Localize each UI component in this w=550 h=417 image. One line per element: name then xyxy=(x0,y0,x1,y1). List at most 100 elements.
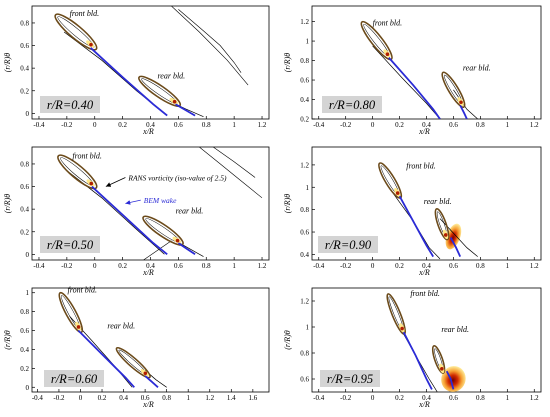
rear-blade-outline xyxy=(142,215,184,246)
trailing-edge-peak xyxy=(143,371,148,376)
front-blade-label: front bld. xyxy=(72,151,101,160)
radius-label: r/R=0.50 xyxy=(47,238,94,252)
x-tick-label: 0.4 xyxy=(422,121,431,129)
bem-wake-line xyxy=(89,47,168,117)
y-axis-label: (r/R)θ xyxy=(3,53,12,73)
front-blade-label: front bld. xyxy=(410,289,439,298)
y-tick-label: 0.6 xyxy=(20,327,29,335)
x-tick-label: 1.2 xyxy=(258,262,267,270)
rans-vorticity-contour xyxy=(453,89,478,119)
panel-0: -0.4 -0.2 0 0.2 0.4 0.6 0.8 1 1.2 0 0.2 0.4 0.6 0.8 x/… xyxy=(3,5,270,136)
rans-contour-line xyxy=(199,147,263,199)
trailing-edge-peak xyxy=(89,42,93,47)
x-tick-label: 1.2 xyxy=(530,121,539,129)
plot-area xyxy=(386,293,466,392)
y-tick-label: 0.2 xyxy=(300,116,309,124)
x-tick-label: 1.2 xyxy=(530,394,539,402)
x-tick-label: 0.4 xyxy=(146,121,155,129)
bem-wake-line xyxy=(445,370,455,390)
x-tick-label: 0 xyxy=(79,394,83,402)
plot-area xyxy=(58,291,167,388)
y-tick-label: 0.4 xyxy=(20,346,29,354)
x-tick-label: 0.4 xyxy=(146,262,155,270)
y-axis-label: (r/R)θ xyxy=(283,53,292,73)
y-tick-label: 0.6 xyxy=(20,183,29,191)
y-tick-label: 0 xyxy=(26,110,30,118)
y-tick-label: 0.6 xyxy=(300,376,309,384)
radius-label-box xyxy=(318,236,378,253)
x-tick-label: 0.4 xyxy=(119,394,128,402)
x-tick-label: 0 xyxy=(371,262,375,270)
front-blade-outline xyxy=(58,291,84,334)
trailing-edge-peak xyxy=(400,326,404,331)
front-blade-label: front bld. xyxy=(406,161,435,170)
x-tick-label: -0.2 xyxy=(340,121,352,129)
panel-5: -0.4 -0.2 0 0.2 0.4 0.6 0.8 1 1.2 0.6 0.8 1 1.2 x/R (r… xyxy=(283,287,542,409)
trailing-edge-peak xyxy=(76,325,81,329)
x-axis-label: x/R xyxy=(142,400,154,409)
rans-contour-line xyxy=(178,9,242,73)
x-tick-label: 0.8 xyxy=(162,394,171,402)
vorticity-region xyxy=(445,223,462,250)
trailing-edge-peak xyxy=(385,52,390,57)
front-blade-outline xyxy=(57,154,98,190)
panel-4: -0.4 -0.2 0 0.2 0.4 0.6 0.8 1 1.2 1.4 1.6 0 0.2 0.4 0.… xyxy=(3,286,270,409)
rear-blade-label: rear bld. xyxy=(157,71,185,80)
x-tick-label: 1 xyxy=(186,394,190,402)
x-tick-label: -0.4 xyxy=(33,262,45,270)
radius-label-box xyxy=(40,236,100,253)
rear-blade-label: rear bld. xyxy=(424,197,452,206)
radius-label-box xyxy=(320,370,380,387)
trailing-edge-peak xyxy=(175,238,180,243)
plot-area xyxy=(360,20,478,119)
x-tick-label: 1 xyxy=(506,262,510,270)
x-axis-label: x/R xyxy=(142,127,154,136)
x-tick-label: 0.6 xyxy=(174,121,183,129)
bem-wake-line xyxy=(459,104,468,119)
rans-contour-line xyxy=(213,147,256,178)
annotation-arrow xyxy=(105,177,126,187)
radius-label-box xyxy=(322,96,382,113)
x-tick-label: -0.4 xyxy=(32,394,44,402)
y-tick-label: 0.4 xyxy=(300,251,309,259)
rear-blade-outline xyxy=(115,346,151,379)
rans-contour-line xyxy=(171,6,249,86)
x-tick-label: 0 xyxy=(93,121,97,129)
rear-blade-label: rear bld. xyxy=(176,207,204,216)
annotation-arrow xyxy=(125,199,141,205)
rear-blade-label: rear bld. xyxy=(107,322,135,331)
bem-wake-line xyxy=(402,331,433,390)
y-tick-label: 0.2 xyxy=(20,365,29,373)
x-tick-label: -0.2 xyxy=(53,394,65,402)
trailing-edge-peak xyxy=(89,181,94,186)
y-tick-label: 0.8 xyxy=(20,19,29,27)
x-tick-label: 0 xyxy=(93,262,97,270)
y-tick-label: 0.8 xyxy=(300,206,309,214)
front-blade-label: front bld. xyxy=(70,9,99,18)
radius-label: r/R=0.40 xyxy=(47,98,94,112)
rear-blade-outline xyxy=(434,208,450,241)
y-tick-label: 0.4 xyxy=(20,65,29,73)
bem-wake-line xyxy=(144,375,159,388)
x-tick-label: -0.2 xyxy=(340,262,352,270)
x-tick-label: 0.8 xyxy=(476,394,485,402)
radius-label: r/R=0.95 xyxy=(327,372,373,386)
x-tick-label: 0.2 xyxy=(98,394,107,402)
x-tick-label: 0.8 xyxy=(476,121,485,129)
rans-vorticity-contour xyxy=(439,218,478,257)
x-tick-label: -0.2 xyxy=(61,262,73,270)
x-tick-label: 1 xyxy=(506,394,510,402)
trailing-edge-peak xyxy=(443,233,448,237)
y-tick-label: 0.8 xyxy=(20,160,29,168)
y-tick-label: 0.6 xyxy=(300,229,309,237)
x-tick-label: 0.4 xyxy=(422,394,431,402)
y-tick-label: 1 xyxy=(26,289,30,297)
front-blade-label: front bld. xyxy=(68,286,97,295)
radius-label: r/R=0.60 xyxy=(51,372,98,386)
trailing-edge-peak xyxy=(172,99,177,104)
x-tick-label: 0.8 xyxy=(202,262,211,270)
x-tick-label: 0.6 xyxy=(449,394,458,402)
y-tick-label: 0.8 xyxy=(20,308,29,316)
radius-label: r/R=0.90 xyxy=(325,238,372,252)
